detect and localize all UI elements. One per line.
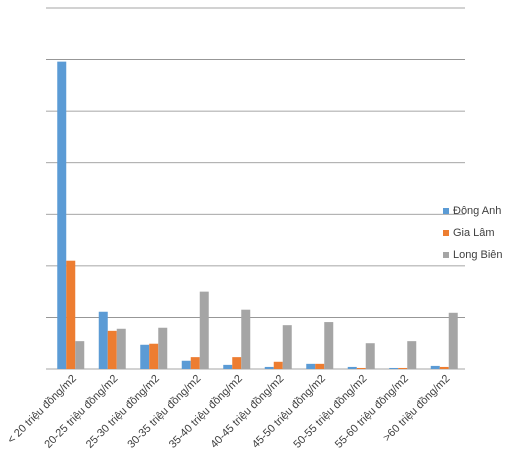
bar: [264, 366, 274, 369]
bar: [98, 311, 108, 369]
bar: [439, 366, 449, 369]
bar: [181, 360, 191, 369]
bar: [241, 309, 251, 369]
x-tick-label: 30-35 triệu đồng/m2: [125, 373, 203, 451]
bar: [75, 341, 85, 369]
x-tick-label: 50-55 triệu đồng/m2: [291, 373, 369, 451]
bar: [273, 361, 283, 369]
bar: [57, 61, 67, 370]
bar: [398, 367, 408, 369]
bar: [190, 357, 200, 369]
bar: [116, 328, 126, 369]
bar: [324, 322, 334, 369]
bar: [199, 291, 209, 369]
bar: [407, 341, 417, 369]
legend-label: Long Biên: [453, 249, 503, 261]
bar: [66, 260, 76, 369]
legend-swatch: [443, 208, 449, 214]
x-tick-label: 20-25 triệu đồng/m2: [42, 373, 120, 451]
bar: [140, 344, 150, 369]
bar: [430, 365, 440, 369]
legend-label: Đông Anh: [453, 205, 501, 217]
x-tick-label: 40-45 triệu đồng/m2: [208, 373, 286, 451]
bar: [282, 325, 292, 369]
x-tick-label: 35-40 triệu đồng/m2: [167, 373, 245, 451]
bar: [448, 312, 458, 369]
bar: [365, 343, 375, 369]
x-tick-label: 25-30 triệu đồng/m2: [84, 373, 162, 451]
x-tick-label: < 20 triệu đồng/m2: [5, 373, 79, 447]
legend-swatch: [443, 230, 449, 236]
x-tick-label: 45-50 triệu đồng/m2: [250, 373, 328, 451]
legend-swatch: [443, 252, 449, 258]
bar: [107, 330, 117, 369]
bar: [223, 364, 233, 369]
x-tick-label: 55-60 triệu đồng/m2: [333, 373, 411, 451]
bar: [347, 366, 357, 369]
bar: [356, 367, 366, 369]
legend-label: Gia Lâm: [453, 227, 495, 239]
bar: [306, 363, 316, 369]
bar: [389, 367, 399, 369]
bar: [158, 327, 168, 369]
bar: [149, 343, 159, 369]
bar: [232, 357, 242, 369]
bar: [315, 363, 325, 369]
